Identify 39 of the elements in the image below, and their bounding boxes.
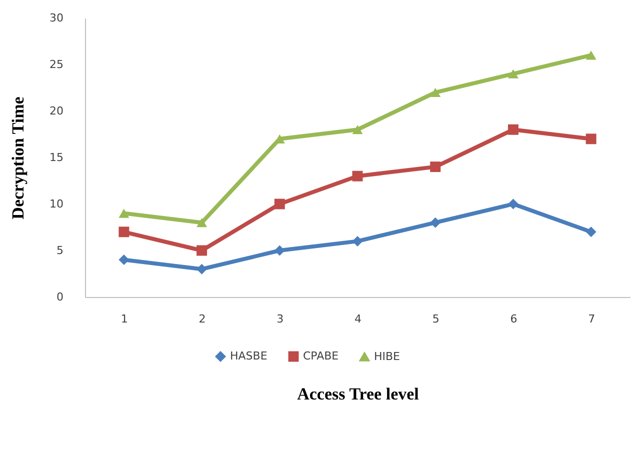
point xyxy=(118,226,130,238)
point xyxy=(274,245,285,256)
y-tick-label: 10 xyxy=(50,198,64,210)
x-tick-label: 5 xyxy=(432,312,440,326)
point xyxy=(196,218,208,228)
y-tick-label: 5 xyxy=(56,244,64,257)
point xyxy=(508,124,518,135)
x-tick-label: 3 xyxy=(276,312,284,326)
y-tick-label: 0 xyxy=(56,290,64,304)
y-tick-label: 25 xyxy=(50,58,64,71)
y-tick-label: 30 xyxy=(50,12,64,24)
point xyxy=(430,217,441,228)
point xyxy=(430,88,441,97)
point xyxy=(274,198,285,210)
legend-label: HASBE xyxy=(230,350,268,363)
y-axis-title: Decryption Time xyxy=(8,96,28,220)
x-axis-title: Access Tree level xyxy=(297,384,420,404)
x-tick-label: 7 xyxy=(588,312,596,326)
point xyxy=(586,134,596,144)
point xyxy=(586,226,596,238)
x-tick-label: 4 xyxy=(354,312,362,326)
point xyxy=(118,208,130,218)
point xyxy=(352,170,363,182)
legend-label: HIBE xyxy=(374,350,400,363)
point xyxy=(196,264,208,274)
point xyxy=(118,254,130,266)
point xyxy=(196,245,208,256)
point xyxy=(352,125,363,134)
point xyxy=(586,50,596,60)
point xyxy=(508,198,518,210)
y-tick-label: 20 xyxy=(50,104,64,118)
y-tick-label: 15 xyxy=(50,151,64,164)
legend-label: CPABE xyxy=(303,350,339,363)
point xyxy=(508,69,518,78)
point xyxy=(430,162,441,172)
point xyxy=(352,236,363,246)
x-tick-label: 6 xyxy=(510,312,518,326)
x-tick-label: 2 xyxy=(198,312,206,326)
x-tick-label: 1 xyxy=(120,312,128,326)
